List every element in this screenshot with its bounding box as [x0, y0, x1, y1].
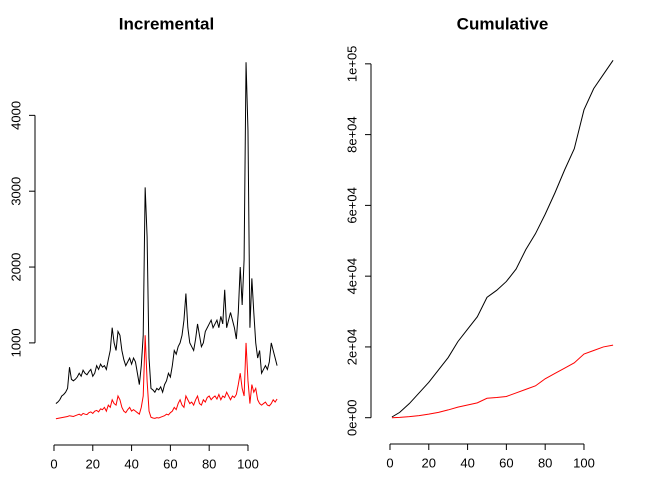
x-tick-label: 60 — [499, 455, 513, 470]
series-line — [55, 335, 278, 420]
x-tick-label: 60 — [163, 456, 177, 471]
x-tick-label: 80 — [202, 456, 216, 471]
x-tick-label: 100 — [237, 456, 259, 471]
x-tick-label: 0 — [386, 455, 393, 470]
x-tick-label: 0 — [50, 456, 57, 471]
series-line — [391, 344, 614, 419]
chart-title: Cumulative — [457, 14, 549, 33]
y-tick-label: 8e+04 — [344, 116, 359, 153]
x-tick-label: 40 — [460, 455, 474, 470]
y-tick-label: 3000 — [8, 177, 23, 206]
chart-title: Incremental — [119, 14, 214, 33]
x-tick-label: 20 — [422, 455, 436, 470]
x-tick-label: 80 — [538, 455, 552, 470]
x-tick-label: 40 — [124, 456, 138, 471]
y-tick-label: 0e+00 — [344, 399, 359, 436]
y-tick-label: 1000 — [8, 328, 23, 357]
series-line — [55, 62, 278, 404]
x-tick-label: 20 — [86, 456, 100, 471]
y-tick-label: 1e+05 — [344, 46, 359, 83]
series-line — [391, 60, 614, 418]
y-tick-label: 4000 — [8, 101, 23, 130]
y-tick-label: 6e+04 — [344, 187, 359, 224]
x-tick-label: 100 — [573, 455, 595, 470]
y-tick-label: 2000 — [8, 253, 23, 282]
y-tick-label: 4e+04 — [344, 258, 359, 295]
y-tick-label: 2e+04 — [344, 329, 359, 366]
